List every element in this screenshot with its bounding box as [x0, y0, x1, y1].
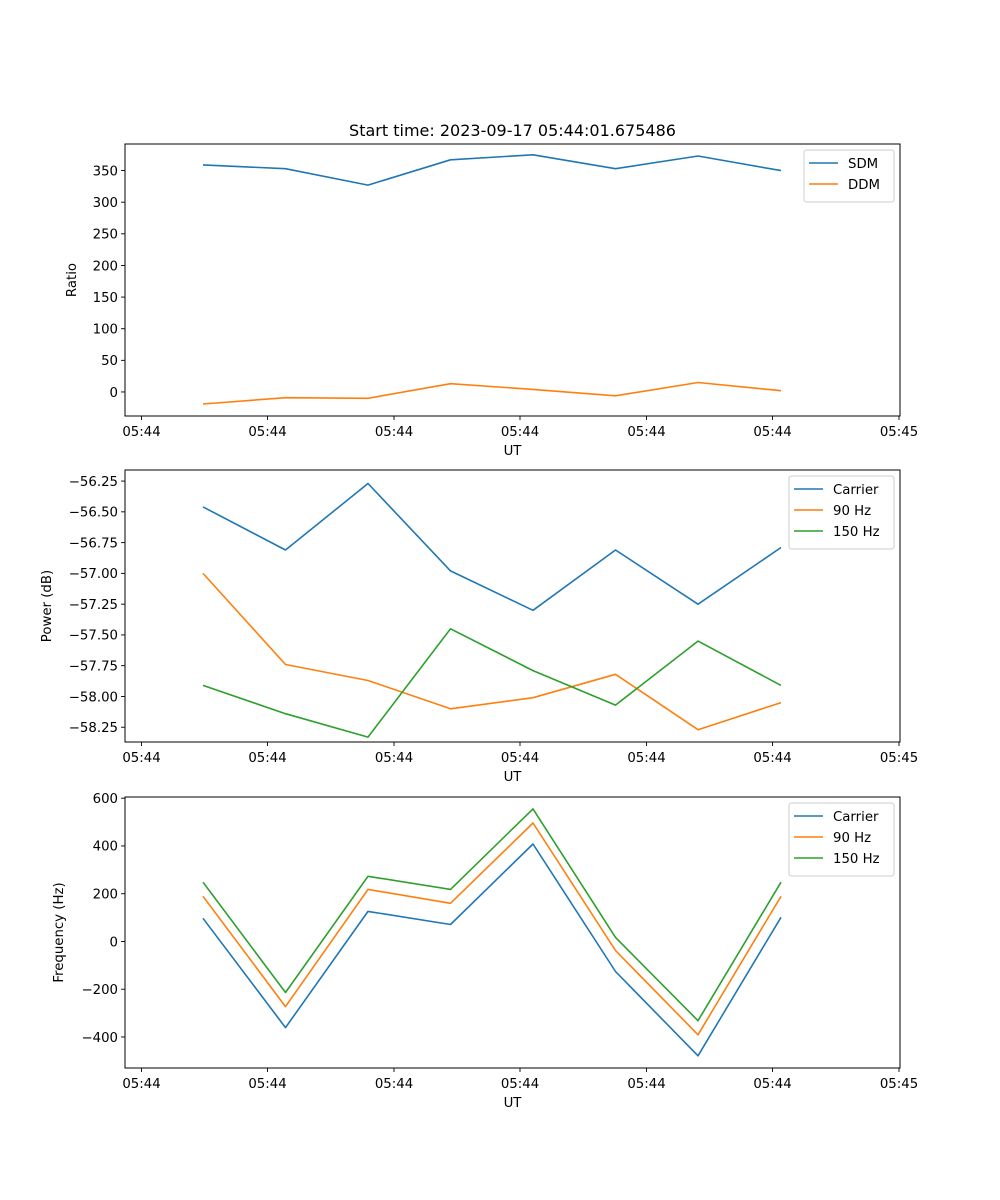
x-tick-label: 05:45 — [880, 425, 918, 440]
y-tick-label: −57.50 — [69, 629, 118, 644]
y-tick-label: 150 — [93, 291, 118, 306]
axes-frame — [124, 143, 901, 417]
legend-label: Carrier — [833, 483, 879, 498]
series-line-150-hz — [202, 808, 782, 1022]
y-tick-label: 400 — [93, 840, 118, 855]
legend: SDM DDM — [803, 149, 895, 203]
y-tick-label: −400 — [81, 1031, 118, 1046]
axes-frame — [124, 469, 901, 743]
x-tick-label: 05:44 — [501, 425, 539, 440]
series-line-150-hz — [202, 627, 782, 738]
y-tick-label: 200 — [93, 888, 118, 903]
legend: Carrier 90 Hz 150 Hz — [788, 475, 895, 550]
x-tick-label: 05:44 — [248, 1077, 286, 1092]
x-tick-label: 05:45 — [880, 1077, 918, 1092]
x-tick-label: 05:44 — [122, 425, 160, 440]
series-line-carrier — [202, 482, 782, 612]
series-line-sdm — [202, 154, 782, 186]
y-tick-label: 0 — [110, 935, 118, 950]
x-tick-label: 05:44 — [627, 751, 665, 766]
y-tick-label: 50 — [101, 354, 118, 369]
x-tick-label: 05:44 — [375, 751, 413, 766]
series-line-ddm — [202, 381, 782, 405]
x-tick-label: 05:44 — [122, 1077, 160, 1092]
legend-label: SDM — [848, 157, 878, 172]
ratio-panel: 05:44 05:44 05:44 05:44 05:44 05:44 05:45 UT 0 50… — [65, 143, 918, 459]
y-axis-label: Power (dB) — [40, 570, 55, 642]
series-line-90-hz — [202, 572, 782, 731]
x-tick-label: 05:44 — [501, 751, 539, 766]
x-tick-label: 05:44 — [753, 1077, 791, 1092]
figure-title: Start time: 2023-09-17 05:44:01.675486 — [349, 121, 676, 140]
y-tick-label: 600 — [93, 792, 118, 807]
x-axis-label: UT — [504, 444, 523, 459]
x-tick-label: 05:44 — [753, 425, 791, 440]
legend-label: 90 Hz — [833, 831, 871, 846]
y-tick-label: 300 — [93, 196, 118, 211]
y-tick-label: 200 — [93, 259, 118, 274]
y-tick-label: −56.25 — [69, 475, 118, 490]
x-axis-label: UT — [504, 1096, 523, 1111]
series-line-90-hz — [202, 822, 782, 1036]
y-tick-label: 100 — [93, 323, 118, 338]
x-tick-label: 05:44 — [375, 1077, 413, 1092]
y-tick-label: −57.25 — [69, 598, 118, 613]
x-tick-label: 05:44 — [248, 425, 286, 440]
x-tick-label: 05:44 — [375, 425, 413, 440]
x-tick-label: 05:44 — [501, 1077, 539, 1092]
legend-label: Carrier — [833, 810, 879, 825]
y-tick-label: 250 — [93, 228, 118, 243]
y-tick-label: 350 — [93, 164, 118, 179]
x-tick-label: 05:44 — [627, 1077, 665, 1092]
x-axis-label: UT — [504, 770, 523, 785]
legend-label: 150 Hz — [833, 852, 880, 867]
axes-frame — [124, 796, 901, 1069]
frequency-panel: 05:44 05:44 05:44 05:44 05:44 05:44 05:45 UT −40… — [52, 792, 918, 1111]
y-tick-label: −200 — [81, 983, 118, 998]
y-tick-label: −57.75 — [69, 659, 118, 674]
x-tick-label: 05:44 — [753, 751, 791, 766]
y-axis-label: Ratio — [65, 263, 80, 297]
y-tick-label: −56.75 — [69, 536, 118, 551]
y-axis-label: Frequency (Hz) — [52, 882, 67, 982]
power-panel: 05:44 05:44 05:44 05:44 05:44 05:44 05:45 UT −56… — [40, 469, 918, 785]
x-tick-label: 05:44 — [627, 425, 665, 440]
y-tick-label: 0 — [110, 386, 118, 401]
legend: Carrier 90 Hz 150 Hz — [788, 802, 895, 877]
series-line-carrier — [202, 843, 782, 1057]
legend-label: 150 Hz — [833, 525, 880, 540]
legend-label: 90 Hz — [833, 504, 871, 519]
y-tick-label: −56.50 — [69, 506, 118, 521]
legend-label: DDM — [848, 178, 880, 193]
x-tick-label: 05:44 — [248, 751, 286, 766]
y-tick-label: −58.25 — [69, 721, 118, 736]
y-tick-label: −58.00 — [69, 690, 118, 705]
x-tick-label: 05:44 — [122, 751, 160, 766]
x-tick-label: 05:45 — [880, 751, 918, 766]
y-tick-label: −57.00 — [69, 567, 118, 582]
